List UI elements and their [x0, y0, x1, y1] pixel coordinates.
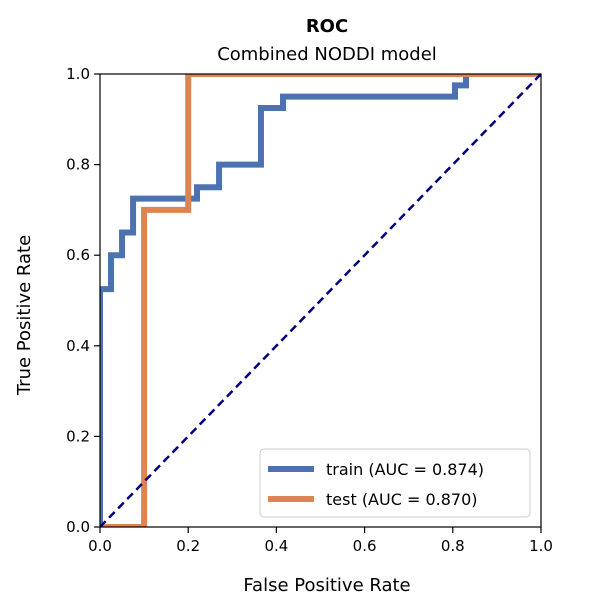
x-tick-label: 0.4 [264, 537, 288, 555]
series-line-1 [100, 74, 541, 527]
x-tick-label: 0.6 [353, 537, 377, 555]
legend-label: test (AUC = 0.870) [326, 490, 478, 509]
x-tick-label: 0.8 [441, 537, 465, 555]
y-tick-label: 0.4 [66, 337, 90, 355]
y-axis-label: True Positive Rate [14, 235, 35, 396]
axes: 0.0 0.2 0.4 0.6 0.8 1.0 0.0 0.2 0.4 0.6 0.8 1.0 [66, 65, 553, 555]
plot-area [100, 74, 541, 527]
x-tick-label: 0.0 [88, 537, 112, 555]
chart-title: ROC [306, 16, 348, 37]
chart-subtitle: Combined NODDI model [217, 44, 437, 65]
y-tick-label: 0.2 [66, 427, 90, 445]
y-tick-label: 0.0 [66, 518, 90, 536]
legend-box [259, 448, 531, 518]
y-tick-label: 1.0 [66, 65, 90, 83]
plot-frame [99, 73, 542, 528]
x-tick-label: 1.0 [529, 537, 553, 555]
legend-label: train (AUC = 0.874) [326, 460, 484, 479]
x-tick-label: 0.2 [176, 537, 200, 555]
reference-diagonal-line [100, 74, 541, 527]
y-tick-label: 0.8 [66, 156, 90, 174]
series-line-0 [100, 74, 541, 527]
y-tick-label: 0.6 [66, 246, 90, 264]
legend: train (AUC = 0.874) test (AUC = 0.870) [259, 448, 531, 518]
x-axis-label: False Positive Rate [243, 575, 410, 596]
